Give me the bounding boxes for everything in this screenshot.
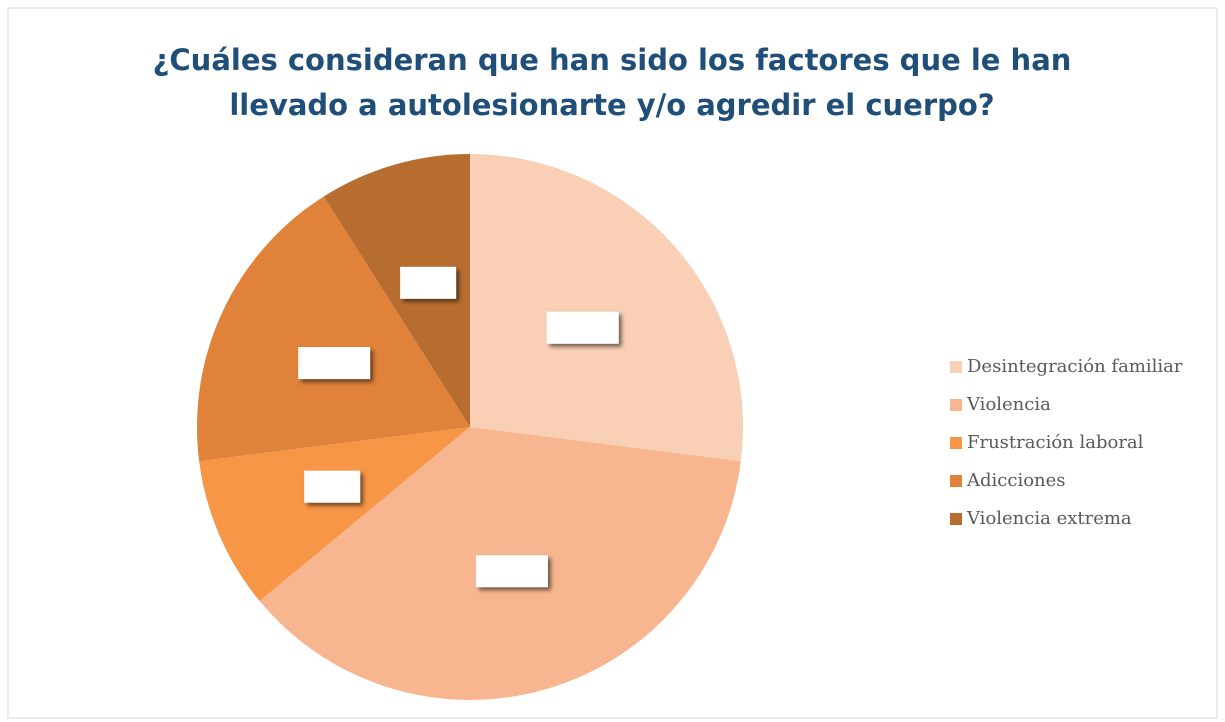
legend-label: Frustración laboral: [967, 432, 1144, 453]
chart-title: llevado a autolesionarte y/o agredir el …: [229, 88, 994, 122]
pie-slice: [196, 196, 470, 462]
legend-swatch: [950, 399, 962, 411]
pie-slice: [199, 427, 470, 602]
chart-title: ¿Cuáles consideran que han sido los fact…: [153, 43, 1072, 77]
legend-swatch: [950, 513, 962, 525]
pie-slice: [470, 154, 743, 462]
data-label-box: [400, 266, 457, 299]
legend-label: Violencia extrema: [966, 508, 1132, 529]
data-label-box: [304, 470, 361, 503]
legend-label: Desintegración familiar: [967, 356, 1183, 377]
legend-swatch: [950, 475, 962, 487]
legend-label: Violencia: [966, 394, 1051, 415]
data-label-box: [546, 311, 619, 344]
data-label-box: [475, 555, 548, 588]
legend-swatch: [950, 437, 962, 449]
data-label-box: [298, 347, 371, 380]
legend-label: Adicciones: [966, 470, 1066, 491]
legend-swatch: [950, 361, 962, 373]
pie-slice: [323, 154, 470, 427]
